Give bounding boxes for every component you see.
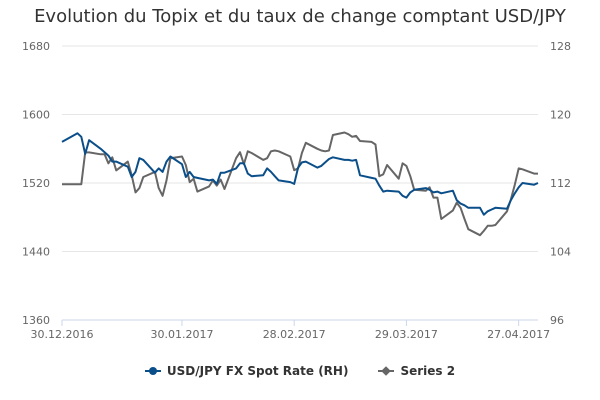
y-right-tick-label: 104 bbox=[550, 246, 571, 259]
x-tick-label: 29.03.2017 bbox=[375, 328, 438, 341]
legend: USD/JPY FX Spot Rate (RH) Series 2 bbox=[0, 364, 600, 378]
series-line-usd-jpy bbox=[61, 132, 539, 216]
y-right-tick-label: 120 bbox=[550, 109, 571, 122]
x-tick-label: 28.02.2017 bbox=[263, 328, 326, 341]
y-left-tick-label: 1600 bbox=[22, 109, 50, 122]
x-tick-label: 30.01.2017 bbox=[150, 328, 213, 341]
y-right-tick-label: 96 bbox=[550, 314, 564, 327]
y-right-tick-label: 128 bbox=[550, 40, 571, 53]
legend-label: Series 2 bbox=[400, 364, 456, 378]
series-line-series-2 bbox=[62, 131, 538, 237]
legend-marker-circle-icon bbox=[144, 366, 161, 376]
legend-item-usd-jpy[interactable]: USD/JPY FX Spot Rate (RH) bbox=[144, 364, 349, 378]
legend-item-series-2[interactable]: Series 2 bbox=[378, 364, 455, 378]
chart-title: Evolution du Topix et du taux de change … bbox=[34, 6, 566, 27]
legend-marker-diamond-icon bbox=[378, 366, 395, 376]
y-left-tick-label: 1360 bbox=[22, 314, 50, 327]
x-tick-label: 27.04.2017 bbox=[487, 328, 550, 341]
legend-label: USD/JPY FX Spot Rate (RH) bbox=[166, 364, 349, 378]
y-left-tick-label: 1520 bbox=[22, 177, 50, 190]
y-left-tick-label: 1440 bbox=[22, 246, 50, 259]
y-left-tick-label: 1680 bbox=[22, 40, 50, 53]
y-right-tick-label: 112 bbox=[550, 177, 571, 190]
x-tick-label: 30.12.2016 bbox=[31, 328, 94, 341]
